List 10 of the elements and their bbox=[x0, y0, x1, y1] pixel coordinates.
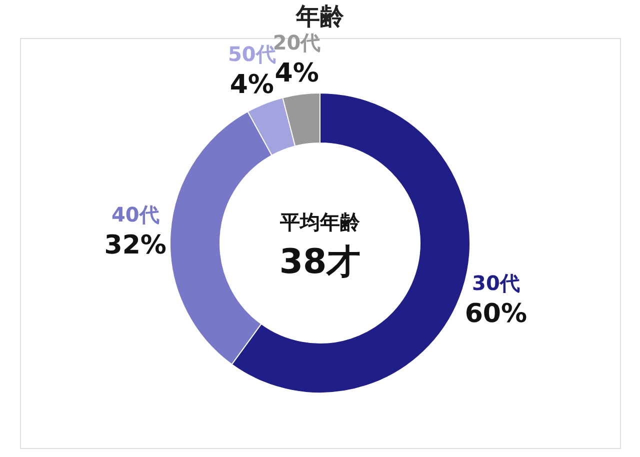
data-label: 4% bbox=[274, 58, 319, 88]
slice-label: 30代 bbox=[472, 271, 520, 296]
text: 38才 bbox=[279, 242, 361, 282]
slice-label: 50代 bbox=[228, 42, 276, 66]
slice-label: 40代 bbox=[111, 202, 160, 226]
data-label: 4% bbox=[230, 70, 274, 100]
text: 平均年齢 bbox=[279, 210, 361, 234]
chart-title: 年齢 bbox=[295, 2, 345, 30]
data-label: 32% bbox=[104, 230, 166, 260]
data-label: 60% bbox=[464, 299, 528, 330]
